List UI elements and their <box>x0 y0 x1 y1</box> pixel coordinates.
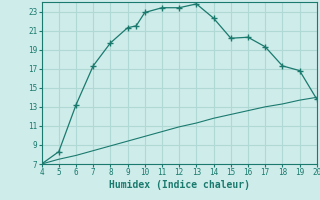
X-axis label: Humidex (Indice chaleur): Humidex (Indice chaleur) <box>109 180 250 190</box>
